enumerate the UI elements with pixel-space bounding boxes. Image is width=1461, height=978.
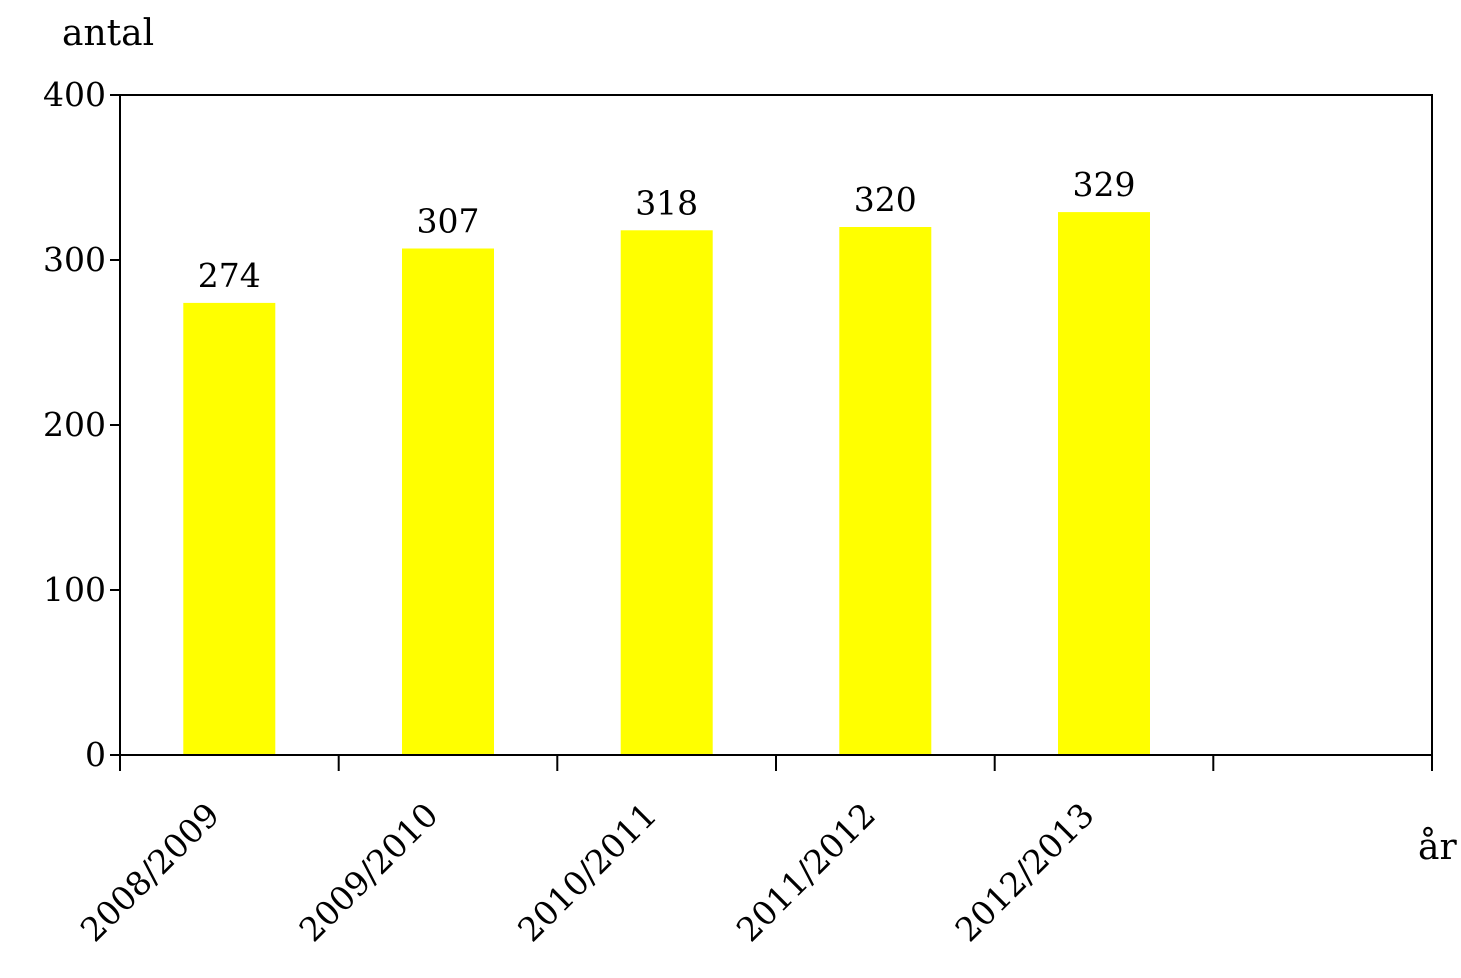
x-tick-label: 2011/2012 [729, 795, 883, 949]
bars-layer [183, 212, 1150, 756]
data-label: 329 [1073, 165, 1136, 204]
y-tick-label: 400 [43, 75, 106, 114]
y-tick-label: 0 [85, 735, 106, 774]
bar [839, 227, 932, 755]
x-tick-label: 2009/2010 [291, 795, 445, 949]
x-axis-title: år [1418, 827, 1457, 868]
data-label: 320 [854, 180, 917, 219]
y-tick-label: 200 [43, 405, 106, 444]
y-tick-label: 300 [43, 240, 106, 279]
bar [620, 230, 713, 756]
bar [1058, 212, 1150, 756]
data-label: 318 [635, 183, 698, 222]
y-tick-label: 100 [43, 570, 106, 609]
y-axis-title: antal [62, 13, 154, 54]
data-label: 274 [198, 256, 261, 295]
x-tick-label: 2010/2011 [510, 795, 664, 949]
plot-frame [119, 94, 1433, 756]
bar [183, 302, 276, 755]
bar [402, 248, 494, 755]
x-tick-label: 2012/2013 [947, 795, 1101, 949]
data-labels-layer: 274 307 318 320 329 [198, 165, 1136, 295]
x-axis: 2008/2009 2009/2010 2010/2011 2011/2012 2012… [73, 755, 1433, 949]
y-axis: 0 100 200 300 400 [43, 75, 120, 774]
data-label: 307 [417, 202, 480, 241]
x-tick-label: 2008/2009 [73, 795, 227, 949]
